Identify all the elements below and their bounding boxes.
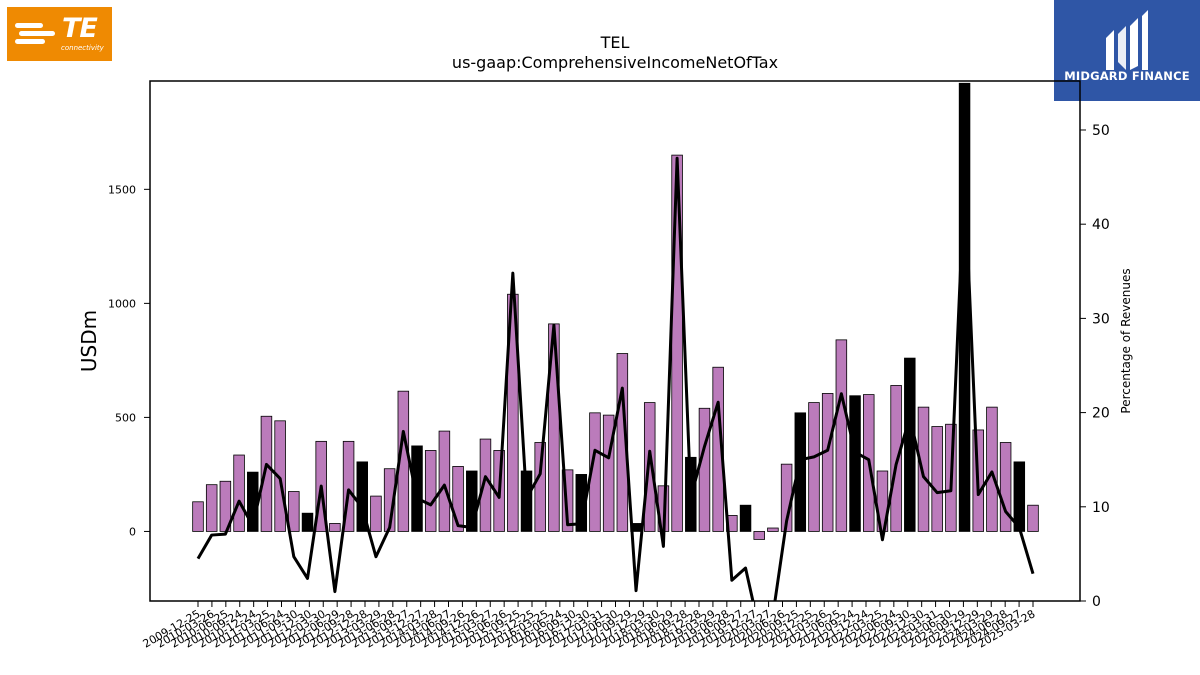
- bar: [411, 445, 423, 532]
- bar: [849, 395, 861, 532]
- bar: [1027, 504, 1039, 532]
- bar: [452, 466, 464, 532]
- bar: [753, 531, 765, 540]
- bar: [233, 454, 245, 532]
- bar: [890, 385, 902, 532]
- bar: [205, 484, 218, 532]
- chart-title: TEL: [600, 33, 630, 52]
- te-connectivity-logo: TE connectivity: [7, 7, 112, 61]
- bar: [712, 366, 724, 532]
- bar: [260, 415, 273, 532]
- y-tick-label: 0: [129, 525, 136, 538]
- bar: [739, 504, 752, 532]
- y-tick-label: 1500: [108, 183, 136, 196]
- bar: [835, 339, 848, 532]
- y-tick-label: 500: [115, 411, 136, 424]
- bar: [808, 402, 820, 532]
- y-axis-right-label: Percentage of Revenues: [1119, 268, 1133, 413]
- bar: [342, 440, 355, 532]
- logo-stripe: [19, 31, 55, 36]
- logo-text: TE: [62, 13, 98, 44]
- bar: [356, 461, 369, 532]
- x-axis: 2009-12-252010-03-262010-06-252010-09-24…: [141, 601, 1038, 651]
- bar: [821, 393, 834, 532]
- y-axis-right: 0 10 20 30 40 50: [1080, 123, 1110, 610]
- y-right-tick-label: 0: [1092, 594, 1101, 610]
- bar: [534, 442, 546, 532]
- bar: [904, 357, 916, 532]
- bar: [602, 414, 615, 532]
- y-right-tick-label: 10: [1092, 500, 1110, 516]
- bar: [767, 527, 779, 532]
- bar: [288, 491, 300, 532]
- series-line: [196, 156, 1035, 601]
- y-right-tick-label: 30: [1092, 311, 1110, 327]
- chart-subtitle: us-gaap:ComprehensiveIncomeNetOfTax: [452, 53, 778, 72]
- bar: [520, 470, 533, 532]
- bar-group: [192, 82, 1039, 540]
- y-right-tick-label: 20: [1092, 406, 1110, 422]
- midgard-mark-icon: [1106, 10, 1148, 70]
- bar: [958, 82, 971, 532]
- bar: [424, 450, 437, 532]
- bar: [438, 430, 451, 532]
- y-axis-left: 0 500 1000 1500: [108, 183, 150, 538]
- logo-stripe: [15, 23, 43, 28]
- bar: [794, 412, 807, 532]
- bar: [986, 406, 998, 532]
- y-axis-label: USDm: [77, 310, 101, 372]
- line-series: [196, 156, 1035, 601]
- bar: [999, 442, 1012, 532]
- bar: [561, 469, 574, 532]
- logo-stripe: [15, 39, 45, 44]
- logo-text: MIDGARD FINANCE: [1064, 69, 1190, 83]
- logo-subtext: connectivity: [61, 44, 104, 52]
- bar: [931, 426, 943, 532]
- bar: [274, 420, 286, 532]
- y-right-tick-label: 50: [1092, 123, 1110, 139]
- bar: [698, 407, 711, 532]
- midgard-finance-logo: MIDGARD FINANCE: [1054, 0, 1200, 101]
- bar: [466, 470, 478, 532]
- y-tick-label: 1000: [108, 297, 136, 310]
- bar: [643, 402, 656, 532]
- y-right-tick-label: 40: [1092, 217, 1110, 233]
- bar: [301, 512, 314, 532]
- bar: [671, 154, 683, 532]
- bar: [192, 501, 204, 532]
- bar: [616, 353, 629, 532]
- bar: [370, 495, 382, 532]
- bar: [917, 406, 930, 532]
- bar: [329, 523, 341, 532]
